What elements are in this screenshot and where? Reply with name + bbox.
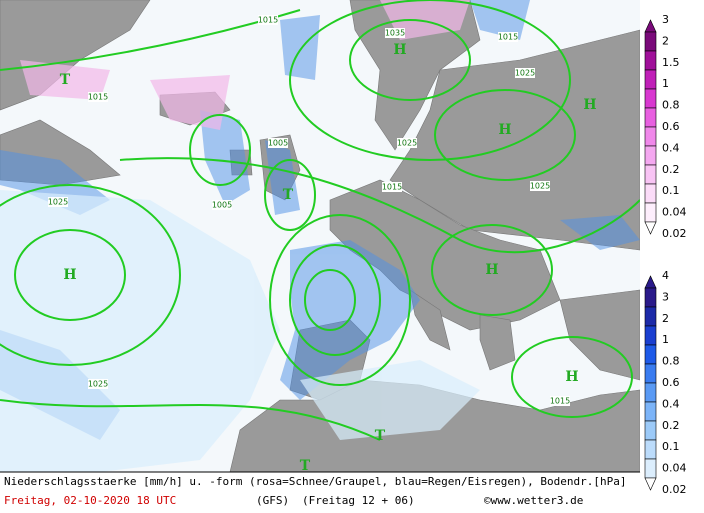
legend-label: 0.02 (662, 483, 687, 496)
legend-swatch (644, 126, 657, 147)
footer-credit: ©www.wetter3.de (484, 494, 583, 507)
pressure-center: H (583, 97, 596, 113)
legend-label: 0.2 (662, 163, 680, 176)
isobar-label: 1025 (397, 139, 417, 148)
legend-swatch (644, 363, 657, 384)
isobar-label: 1025 (515, 69, 535, 78)
footer-description: Niederschlagsstaerke [mm/h] u. -form (ro… (4, 475, 627, 488)
light-precipitation (0, 190, 480, 472)
legend-label: 0.4 (662, 141, 680, 154)
legend-swatch (644, 458, 657, 479)
pressure-center: H (63, 267, 76, 283)
isobar-label-bg (382, 182, 402, 192)
legend-swatch (644, 287, 657, 308)
footer-run: (Freitag 12 + 06) (302, 494, 415, 507)
isobar-label-bg (212, 200, 232, 210)
isobar-label: 1025 (530, 182, 550, 191)
legend-swatch (644, 325, 657, 346)
isobar-label: 1015 (258, 16, 278, 25)
legend-label: 0.1 (662, 184, 680, 197)
pressure-center: H (393, 42, 406, 58)
isobar-label: 1015 (498, 33, 518, 42)
legend-swatch (644, 145, 657, 166)
isobar-label: 1015 (382, 183, 402, 192)
isobar-label-bg (88, 92, 108, 102)
legend-swatch (644, 202, 657, 223)
pressure-center: T (375, 428, 386, 444)
legend-label: 0.02 (662, 227, 687, 240)
isobar-label: 1025 (88, 380, 108, 389)
isobar-label-bg (258, 15, 278, 25)
legend-swatch (644, 69, 657, 90)
legend-label: 3 (662, 13, 669, 26)
legend-swatch (644, 183, 657, 204)
map-labels: H H H H H H T T T T 1015 1035 1015 1025 1015 1025 1025 10… (48, 15, 597, 474)
isobar-label: 1035 (385, 29, 405, 38)
legend-arrow-bottom (644, 477, 657, 491)
legend-label: 0.4 (662, 397, 680, 410)
isobar-label-bg (88, 379, 108, 389)
legend-label: 0.6 (662, 120, 680, 133)
legend-swatch (644, 439, 657, 460)
isobar-label-bg (515, 68, 535, 78)
legend-label: 2 (662, 34, 669, 47)
footer-date: Freitag, 02-10-2020 18 UTC (4, 494, 176, 507)
legend-swatch (644, 88, 657, 109)
pressure-center: T (60, 72, 71, 88)
pressure-center: H (485, 262, 498, 278)
legend-arrow-bottom (644, 221, 657, 235)
footer-model: (GFS) (256, 494, 289, 507)
pressure-center: H (565, 369, 578, 385)
legend-label: 0.04 (662, 462, 687, 475)
map: H H H H H H T T T T 1015 1035 1015 1025 1015 1025 1025 10… (0, 0, 641, 474)
isobar-label-bg (550, 396, 570, 406)
isobar-label: 1015 (550, 397, 570, 406)
legend-label: 3 (662, 290, 669, 303)
legend-label: 1 (662, 333, 669, 346)
pressure-center: T (283, 187, 294, 203)
isobar-label-bg (268, 138, 288, 148)
legend-label: 1.5 (662, 56, 680, 69)
legend-swatch (644, 306, 657, 327)
legend-swatch (644, 420, 657, 441)
legend: 3 2 1.5 1 0.8 0.6 0.4 0.2 0.1 0.04 0.02 4 3 2 1 0.8 0.6 0… (644, 13, 687, 496)
isobar-label-bg (530, 181, 550, 191)
legend-swatch (644, 344, 657, 365)
legend-label: 2 (662, 312, 669, 325)
legend-label: 0.04 (662, 206, 687, 219)
pressure-center: T (300, 458, 311, 474)
pressure-center: H (498, 122, 511, 138)
legend-label: 4 (662, 269, 669, 282)
isobar-label: 1025 (48, 198, 68, 207)
legend-label: 1 (662, 77, 669, 90)
isobar-label-bg (397, 138, 417, 148)
isobar-label: 1005 (212, 201, 232, 210)
legend-swatch (644, 164, 657, 185)
legend-swatch (644, 50, 657, 71)
legend-swatch (644, 382, 657, 403)
isobar-label-bg (498, 32, 518, 42)
legend-swatch (644, 31, 657, 52)
isobar-label: 1005 (268, 139, 288, 148)
legend-swatch (644, 401, 657, 422)
isobar-label-bg (385, 28, 405, 38)
legend-label: 0.8 (662, 355, 680, 368)
legend-label: 0.8 (662, 99, 680, 112)
isobar-label: 1015 (88, 93, 108, 102)
isobar-label-bg (48, 197, 68, 207)
legend-label: 0.2 (662, 419, 680, 432)
legend-label: 0.6 (662, 376, 680, 389)
legend-label: 0.1 (662, 440, 680, 453)
legend-swatch (644, 107, 657, 128)
